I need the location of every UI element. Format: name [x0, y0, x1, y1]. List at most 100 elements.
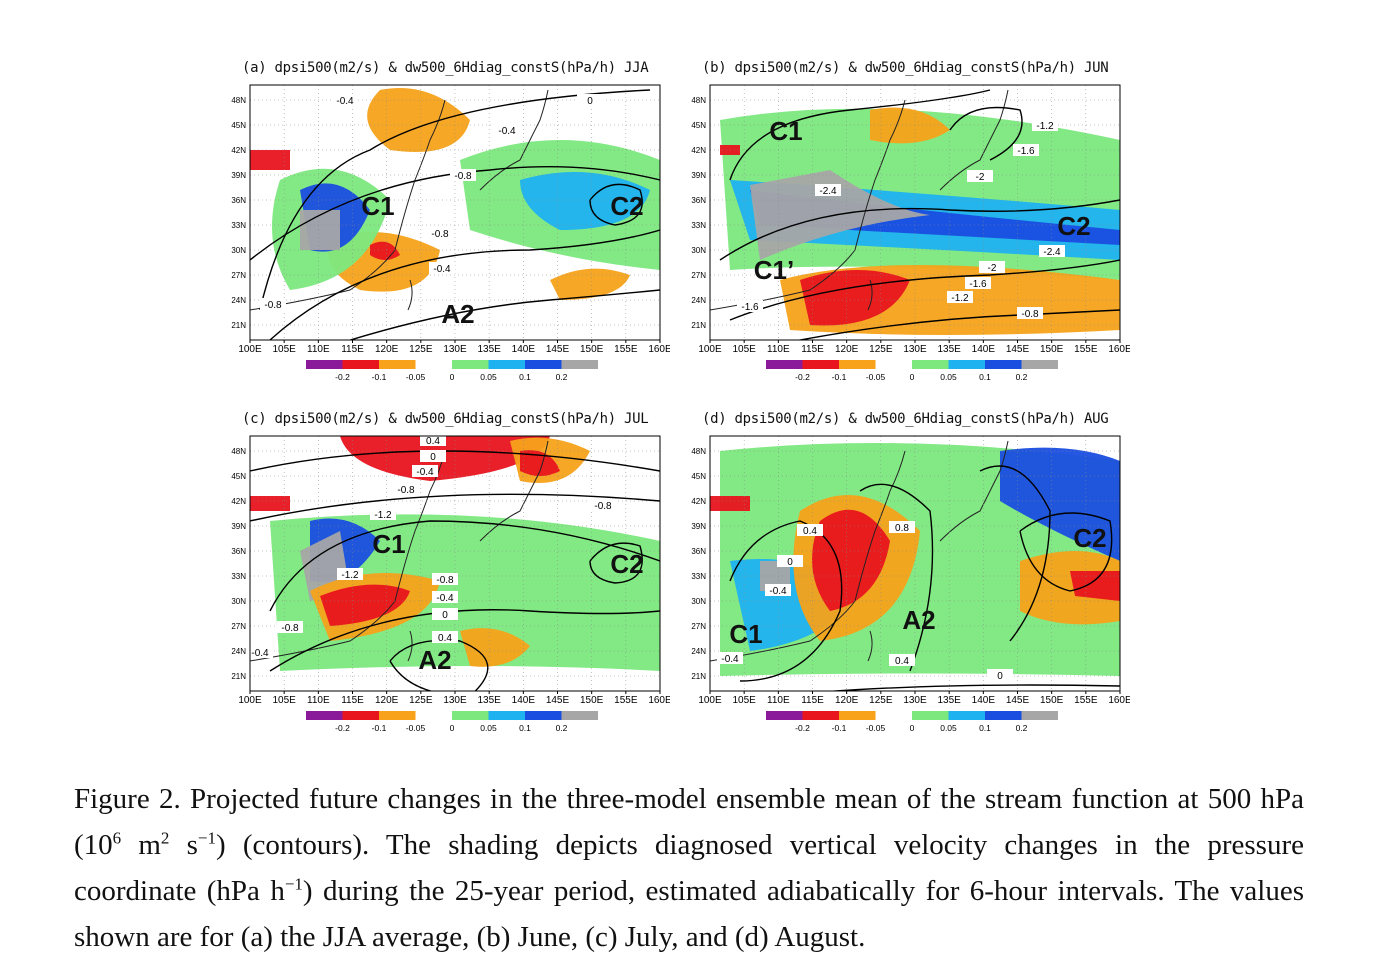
caption-text: s	[169, 829, 198, 861]
colorbar-swatch	[1021, 711, 1058, 720]
shading-layer	[710, 443, 1120, 676]
colorbar-swatch	[839, 711, 876, 720]
coast-line	[479, 89, 549, 191]
contour-line	[826, 684, 1120, 691]
region-annotation: C2	[1073, 523, 1106, 553]
colorbar-label: 0	[450, 723, 455, 733]
contour-label-bg	[260, 298, 286, 310]
lon-tick-label: 100E	[698, 695, 722, 706]
region-annotation: C1	[769, 116, 802, 146]
contour-label: -0.8	[436, 575, 454, 586]
lon-tick-label: 150E	[580, 344, 604, 355]
lon-tick-label: 145E	[1006, 695, 1030, 706]
lon-tick-label: 120E	[835, 344, 859, 355]
contour-label-bg	[1032, 119, 1058, 131]
shading-region	[1020, 551, 1120, 625]
contour-line	[589, 542, 643, 584]
contour-label-bg	[765, 584, 791, 596]
contour-line	[729, 520, 843, 682]
lat-tick-label: 39N	[691, 171, 706, 180]
shading-region	[710, 496, 750, 511]
coast-line	[407, 279, 413, 311]
colorbar-swatch	[948, 711, 985, 720]
caption-text: Figure 2. Projected future changes in th…	[74, 783, 1304, 861]
colorbar-label: -0.2	[335, 372, 350, 382]
colorbar-label: 0.05	[940, 372, 957, 382]
contour-line	[979, 465, 1051, 642]
colorbar-swatch	[985, 711, 1022, 720]
contour-label-bg	[889, 654, 915, 666]
colorbar-swatch	[912, 360, 949, 369]
lon-tick-label: 100E	[238, 344, 262, 355]
lon-tick-label: 120E	[375, 695, 399, 706]
lat-tick-label: 42N	[691, 497, 706, 506]
contour-label: 0.4	[426, 436, 440, 447]
shading-region	[550, 268, 630, 300]
region-annotation: C1’	[754, 255, 794, 285]
contour-line	[796, 309, 1120, 340]
lat-tick-label: 45N	[231, 121, 246, 130]
coast-line	[710, 99, 906, 311]
contour-label-bg	[797, 524, 823, 536]
contour-line	[348, 289, 660, 340]
colorbar-swatch	[875, 360, 912, 369]
lat-tick-label: 24N	[231, 296, 246, 305]
contour-label: -0.4	[433, 264, 451, 275]
shading-region	[460, 628, 530, 667]
panel-title: (a) dpsi500(m2/s) & dw500_6Hdiag_constS(…	[242, 60, 649, 76]
colorbar-swatch	[488, 360, 525, 369]
lon-tick-label: 110E	[767, 344, 790, 355]
contour-label-bg	[1013, 144, 1039, 156]
lon-tick-label: 140E	[972, 344, 996, 355]
lon-tick-label: 130E	[903, 695, 927, 706]
contour-label: 0	[430, 452, 436, 463]
contour-line	[1019, 512, 1113, 592]
colorbar-label: 0.1	[979, 723, 991, 733]
lon-tick-label: 125E	[409, 695, 433, 706]
lon-tick-label: 105E	[272, 344, 296, 355]
colorbar-label: -0.05	[406, 723, 426, 733]
lon-tick-label: 145E	[546, 344, 570, 355]
colorbar-swatch	[488, 711, 525, 720]
colorbar-label: 0.2	[556, 372, 568, 382]
colorbar-label: -0.05	[866, 372, 886, 382]
coastline	[710, 89, 1009, 311]
contour-label-bg	[247, 646, 273, 658]
lat-tick-label: 30N	[691, 597, 706, 606]
grid	[249, 436, 661, 691]
lat-tick-label: 39N	[691, 522, 706, 531]
lat-tick-label: 24N	[691, 647, 706, 656]
contour-line	[259, 89, 651, 311]
contour-label-bg	[815, 184, 841, 196]
contour-label-bg	[590, 499, 616, 511]
lat-tick-label: 36N	[231, 547, 246, 556]
colorbar-label: 0.2	[556, 723, 568, 733]
contour-label-bg	[979, 261, 1005, 273]
contour-label: -0.8	[264, 300, 282, 311]
lon-tick-label: 135E	[477, 344, 501, 355]
caption-text: ) (contours). The shading depicts diagno…	[74, 829, 1304, 907]
lon-tick-label: 155E	[1074, 344, 1098, 355]
panel-title: (c) dpsi500(m2/s) & dw500_6Hdiag_constS(…	[242, 411, 649, 427]
caption-text: ) during the 25-year period, estimated a…	[74, 875, 1305, 953]
shading-layer	[250, 436, 660, 671]
lon-tick-label: 155E	[614, 695, 638, 706]
lon-tick-label: 125E	[869, 344, 893, 355]
lon-tick-label: 125E	[409, 344, 433, 355]
grid	[709, 85, 1121, 340]
lon-tick-label: 135E	[937, 695, 961, 706]
contour-label-bg	[947, 291, 973, 303]
lon-tick-label: 115E	[801, 344, 824, 355]
lon-tick-label: 140E	[512, 344, 536, 355]
lon-tick-label: 105E	[272, 695, 296, 706]
lon-tick-label: 110E	[307, 695, 330, 706]
shading-region	[320, 584, 410, 626]
region-annotation: C1	[372, 529, 405, 559]
contour-label: -0.8	[594, 501, 612, 512]
colorbar-label: 0.1	[519, 723, 531, 733]
colorbar-swatch	[342, 360, 379, 369]
lon-tick-label: 155E	[614, 344, 638, 355]
coast-line	[710, 450, 906, 662]
lon-tick-label: 100E	[698, 344, 722, 355]
lon-tick-label: 160E	[1108, 344, 1130, 355]
